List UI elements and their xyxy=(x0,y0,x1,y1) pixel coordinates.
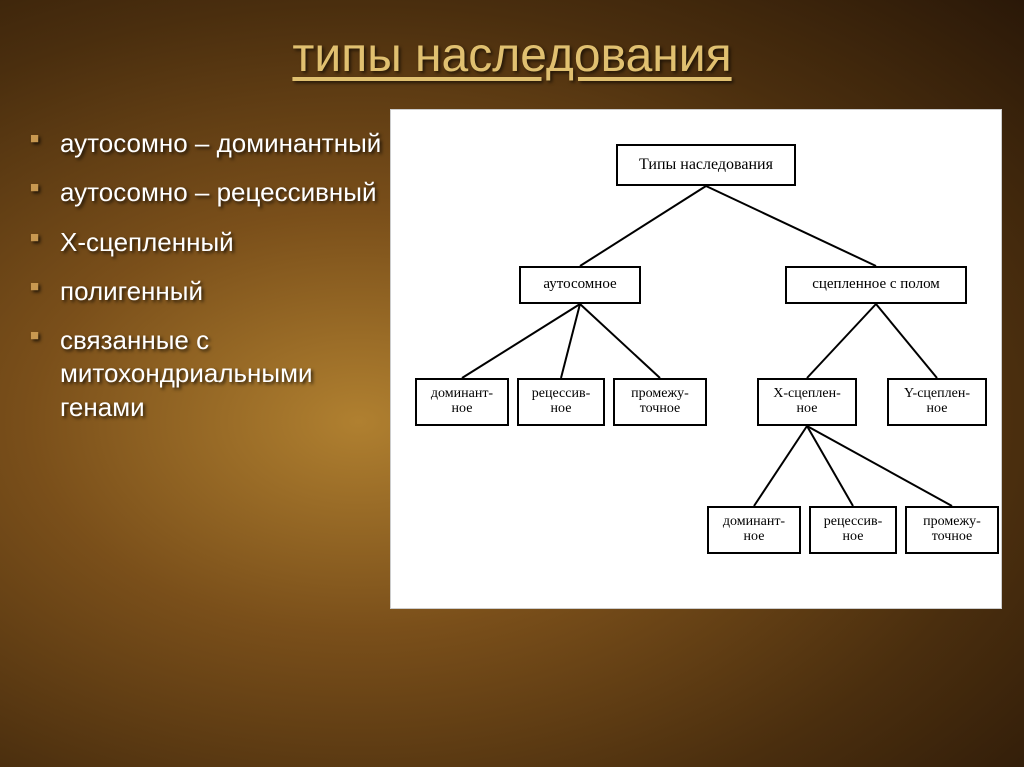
diagram-node-x_link: Х-сцеплен- ное xyxy=(757,378,857,426)
content-row: аутосомно – доминантный аутосомно – реце… xyxy=(0,83,1024,609)
diagram-node-a_rec: рецессив- ное xyxy=(517,378,605,426)
diagram-edge xyxy=(580,304,660,378)
bullet-item: Х-сцепленный xyxy=(30,218,390,267)
diagram-node-x_rec: рецессив- ное xyxy=(809,506,897,554)
diagram-edge xyxy=(580,186,706,266)
diagram-edge xyxy=(754,426,807,506)
diagram-node-a_int: промежу- точное xyxy=(613,378,707,426)
bullet-item: аутосомно – доминантный xyxy=(30,119,390,168)
diagram-node-x_dom: доминант- ное xyxy=(707,506,801,554)
diagram-node-y_link: Y-сцеплен- ное xyxy=(887,378,987,426)
bullet-item: аутосомно – рецессивный xyxy=(30,168,390,217)
diagram-edge xyxy=(876,304,937,378)
diagram-node-x_int: промежу- точное xyxy=(905,506,999,554)
diagram-edge xyxy=(462,304,580,378)
diagram-edge xyxy=(807,304,876,378)
bullet-item: связанные с митохондриальными генами xyxy=(30,316,390,432)
diagram-node-sex: сцепленное с полом xyxy=(785,266,967,304)
diagram-edge xyxy=(706,186,876,266)
diagram-node-auto: аутосомное xyxy=(519,266,641,304)
tree-diagram: Типы наследования аутосомное сцепленное с … xyxy=(391,110,1001,608)
bullet-item: полигенный xyxy=(30,267,390,316)
diagram-node-a_dom: доминант- ное xyxy=(415,378,509,426)
bullet-list: аутосомно – доминантный аутосомно – реце… xyxy=(30,109,390,432)
diagram-panel: Типы наследования аутосомное сцепленное с … xyxy=(390,109,1002,609)
diagram-node-root: Типы наследования xyxy=(616,144,796,186)
diagram-edge xyxy=(807,426,952,506)
page-title: типы наследования xyxy=(0,0,1024,83)
